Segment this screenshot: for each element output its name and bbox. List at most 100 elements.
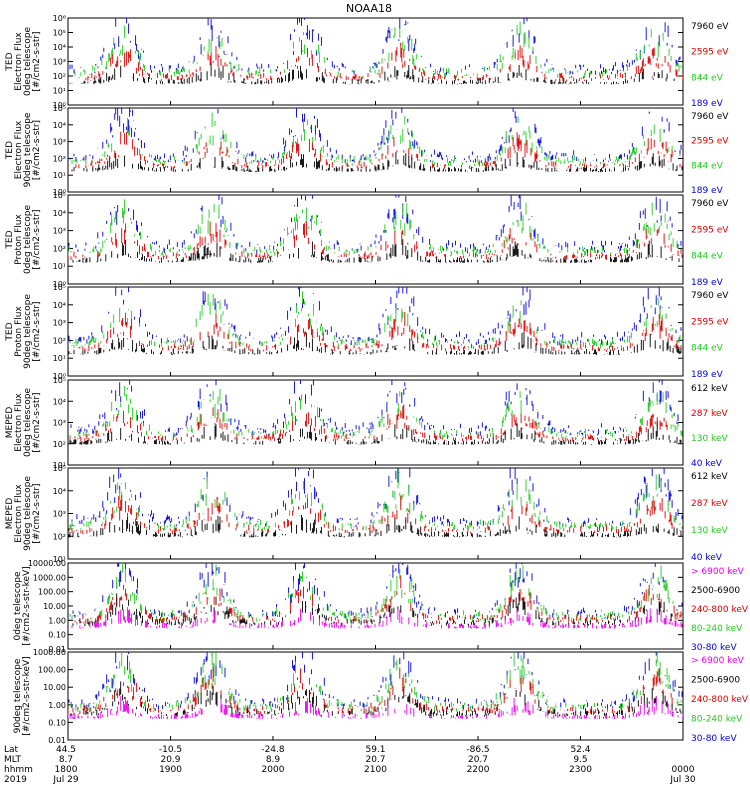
channel-label: 2595 eV xyxy=(691,317,729,327)
y-tick-label: 10³ xyxy=(53,227,66,236)
chart-title: NOAA18 xyxy=(346,2,392,15)
series-trace xyxy=(74,575,682,624)
y-tick-label: 10⁴ xyxy=(53,301,66,310)
x-tick-value: 20.7 xyxy=(365,755,385,765)
x-row-label: 2019 xyxy=(4,775,27,785)
x-tick-value: 44.5 xyxy=(56,745,76,755)
y-tick-label: 10² xyxy=(53,72,66,81)
channel-label: 80-240 keV xyxy=(691,624,743,634)
y-axis-label-line: 90deg telescope xyxy=(23,112,33,187)
channel-label: 2595 eV xyxy=(691,137,729,147)
channel-label: 30-80 keV xyxy=(691,734,737,744)
channel-label: 240-800 keV xyxy=(691,695,749,705)
panel-frame xyxy=(67,286,684,377)
y-tick-label: 10³ xyxy=(53,138,66,147)
y-tick-label: 10⁵ xyxy=(53,104,66,113)
x-tick-value: 1800 xyxy=(55,765,78,775)
panel-frame xyxy=(67,194,684,285)
y-tick-label: 10⁴ xyxy=(53,209,66,218)
channel-label: 189 eV xyxy=(691,278,724,288)
data-traces xyxy=(68,287,683,355)
series-trace xyxy=(69,563,683,622)
channel-label: 287 keV xyxy=(691,409,728,419)
channel-label: 189 eV xyxy=(691,99,724,109)
panel-5: 10¹ 10² 10³ 10⁴ 10⁵ MEPED Electron Flux 0deg te… xyxy=(5,376,728,470)
x-tick-value: -24.8 xyxy=(261,745,285,755)
y-tick-label: 10⁴ xyxy=(53,397,66,406)
y-axis-label-line: MEPED xyxy=(5,498,15,530)
y-tick-label: 10⁵ xyxy=(53,376,66,385)
y-axis-label-line: Electron Flux xyxy=(14,32,24,91)
y-axis-label-line: [#/cm2-s-str] xyxy=(32,31,42,91)
y-tick-label: 100.00 xyxy=(38,666,66,675)
series-trace xyxy=(72,291,681,349)
panel-7: 0.01 0.10 1.00 10.00 100.00 1000.00 10000.00 0d… xyxy=(13,559,749,654)
y-tick-label: 10² xyxy=(53,532,66,541)
series-trace xyxy=(74,21,682,79)
y-axis-label-line: 0deg telescope xyxy=(23,27,33,97)
channel-label: 189 eV xyxy=(691,186,724,196)
y-tick-label: 10¹ xyxy=(53,354,66,363)
channel-label: > 6900 keV xyxy=(691,567,745,577)
channel-label: 844 eV xyxy=(691,252,724,262)
x-row-label: Lat xyxy=(4,745,19,755)
y-tick-label: 10⁰ xyxy=(53,280,66,289)
x-tick-value: Jul 30 xyxy=(669,775,695,785)
channel-label: 130 keV xyxy=(691,434,728,444)
y-tick-label: 10⁶ xyxy=(53,14,66,23)
series-trace xyxy=(68,287,683,346)
series-trace xyxy=(68,696,683,720)
channel-label: 844 eV xyxy=(691,161,724,171)
series-trace xyxy=(68,332,682,355)
y-axis-label-line: [#/cm2-s-str] xyxy=(32,120,42,180)
panel-frame xyxy=(67,17,684,106)
y-tick-label: 10³ xyxy=(53,319,66,328)
x-tick-value: 2200 xyxy=(467,765,490,775)
channel-label: > 6900 keV xyxy=(691,656,745,666)
y-tick-label: 10⁰ xyxy=(53,101,66,110)
y-axis-label-line: TED xyxy=(5,322,15,341)
y-tick-label: 10⁴ xyxy=(53,43,66,52)
y-tick-label: 1000.00 xyxy=(33,573,66,582)
data-traces xyxy=(68,195,683,263)
y-axis-label-line: 0deg telescope xyxy=(13,571,23,641)
y-axis-label-line: TED xyxy=(5,141,15,160)
y-tick-label: 10⁵ xyxy=(53,191,66,200)
y-tick-label: 10² xyxy=(53,154,66,163)
y-tick-label: 10000.00 xyxy=(28,559,66,568)
y-axis-label-line: 0deg telescope xyxy=(23,388,33,458)
panel-3: 10⁰ 10¹ 10² 10³ 10⁴ 10⁵ TED Proton Flux 0deg tel… xyxy=(5,191,729,289)
y-axis-label-line: TED xyxy=(5,230,15,249)
x-tick-value: 8.9 xyxy=(266,755,281,765)
series-trace xyxy=(69,404,668,442)
series-trace xyxy=(69,385,683,439)
y-axis-label-line: 90deg telescope xyxy=(13,658,23,733)
data-traces xyxy=(68,652,683,720)
x-tick-value: 20.9 xyxy=(160,755,180,765)
y-axis-label-line: [#/cm2-s-str] xyxy=(32,483,42,543)
y-axis-label-line: [#/cm2-s-str-keV] xyxy=(22,656,32,735)
panel-frame xyxy=(67,467,684,560)
y-axis-label-line: TED xyxy=(5,52,15,71)
x-tick-value: 9.5 xyxy=(573,755,587,765)
series-trace xyxy=(68,199,683,257)
y-tick-label: 10¹ xyxy=(53,461,66,470)
series-trace xyxy=(68,18,681,76)
y-tick-label: 10⁵ xyxy=(53,464,66,473)
x-row-label: MLT xyxy=(4,755,22,765)
channel-label: 844 eV xyxy=(691,73,724,83)
y-tick-label: 1.00 xyxy=(48,701,66,710)
x-tick-value: 20.7 xyxy=(468,755,488,765)
y-tick-label: 10³ xyxy=(53,510,66,519)
channel-label: 2595 eV xyxy=(691,225,729,235)
channel-label: 40 keV xyxy=(691,459,723,469)
panel-2: 10⁰ 10¹ 10² 10³ 10⁴ 10⁵ TED Electron Flux 90deg … xyxy=(5,104,729,197)
y-tick-label: 10¹ xyxy=(53,555,66,564)
channel-label: 30-80 keV xyxy=(691,643,737,653)
series-trace xyxy=(68,195,683,254)
y-tick-label: 10⁴ xyxy=(53,121,66,130)
channel-label: 189 eV xyxy=(691,370,724,380)
x-tick-value: 2000 xyxy=(262,765,285,775)
channel-label: 844 eV xyxy=(691,344,724,354)
